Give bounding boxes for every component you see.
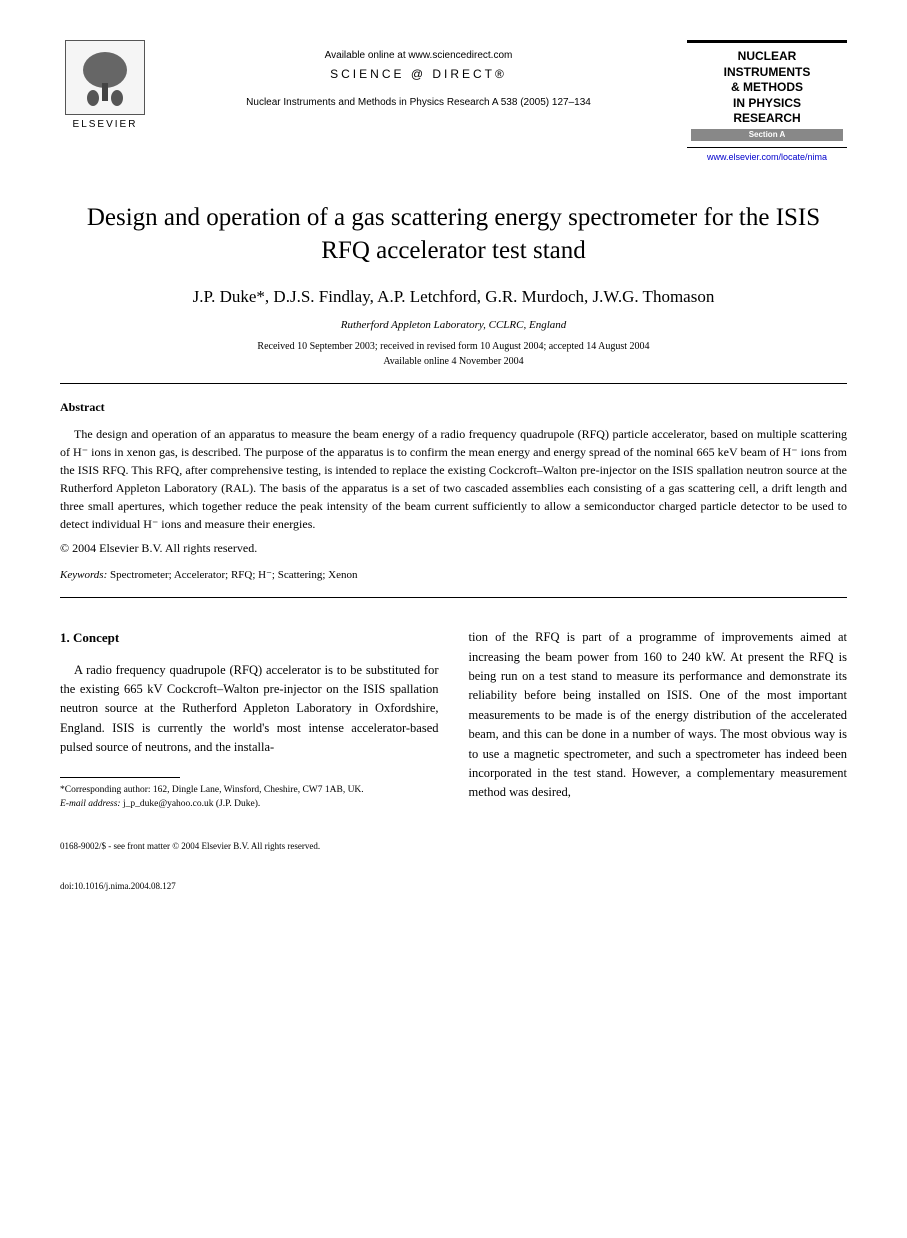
center-header: Available online at www.sciencedirect.co… [150, 40, 687, 108]
body-paragraph: tion of the RFQ is part of a programme o… [469, 628, 848, 802]
affiliation: Rutherford Appleton Laboratory, CCLRC, E… [60, 319, 847, 331]
email-label: E-mail address: [60, 799, 121, 809]
body-columns: 1. Concept A radio frequency quadrupole … [60, 628, 847, 811]
divider [60, 597, 847, 598]
available-online-text: Available online at www.sciencedirect.co… [150, 50, 687, 61]
abstract-copyright: © 2004 Elsevier B.V. All rights reserved… [60, 541, 847, 556]
keywords: Keywords: Spectrometer; Accelerator; RFQ… [60, 568, 847, 581]
authors-list: J.P. Duke*, D.J.S. Findlay, A.P. Letchfo… [60, 287, 847, 307]
abstract-text: The design and operation of an apparatus… [60, 425, 847, 533]
left-column: 1. Concept A radio frequency quadrupole … [60, 628, 439, 811]
corresponding-author-footnote: *Corresponding author: 162, Dingle Lane,… [60, 784, 439, 797]
right-column: tion of the RFQ is part of a programme o… [469, 628, 848, 811]
elsevier-tree-icon [65, 40, 145, 115]
journal-box-line: IN PHYSICS [691, 96, 843, 112]
elsevier-logo: ELSEVIER [60, 40, 150, 140]
section-1-heading: 1. Concept [60, 628, 439, 648]
journal-box-line: NUCLEAR [691, 49, 843, 65]
footer-front-matter: 0168-9002/$ - see front matter © 2004 El… [60, 841, 847, 851]
article-title: Design and operation of a gas scattering… [60, 202, 847, 267]
abstract-heading: Abstract [60, 400, 847, 415]
email-address[interactable]: j_p_duke@yahoo.co.uk (J.P. Duke). [121, 799, 261, 809]
section-a-label: Section A [691, 129, 843, 141]
divider [60, 383, 847, 384]
footer-doi: doi:10.1016/j.nima.2004.08.127 [60, 881, 847, 891]
elsevier-label: ELSEVIER [73, 119, 138, 130]
online-date: Available online 4 November 2004 [60, 356, 847, 367]
journal-box-line: & METHODS [691, 80, 843, 96]
body-paragraph: A radio frequency quadrupole (RFQ) accel… [60, 661, 439, 758]
journal-reference: Nuclear Instruments and Methods in Physi… [150, 97, 687, 108]
journal-box-line: INSTRUMENTS [691, 65, 843, 81]
keywords-label: Keywords: [60, 569, 107, 581]
received-dates: Received 10 September 2003; received in … [60, 341, 847, 352]
email-footnote: E-mail address: j_p_duke@yahoo.co.uk (J.… [60, 798, 439, 811]
journal-url-link[interactable]: www.elsevier.com/locate/nima [687, 152, 847, 162]
page-header: ELSEVIER Available online at www.science… [60, 40, 847, 162]
journal-box-line: RESEARCH [691, 111, 843, 127]
footnote-separator [60, 777, 180, 778]
science-direct-logo: SCIENCE @ DIRECT® [150, 67, 687, 81]
keywords-text: Spectrometer; Accelerator; RFQ; H⁻; Scat… [107, 569, 357, 581]
journal-title-box: NUCLEAR INSTRUMENTS & METHODS IN PHYSICS… [687, 40, 847, 162]
